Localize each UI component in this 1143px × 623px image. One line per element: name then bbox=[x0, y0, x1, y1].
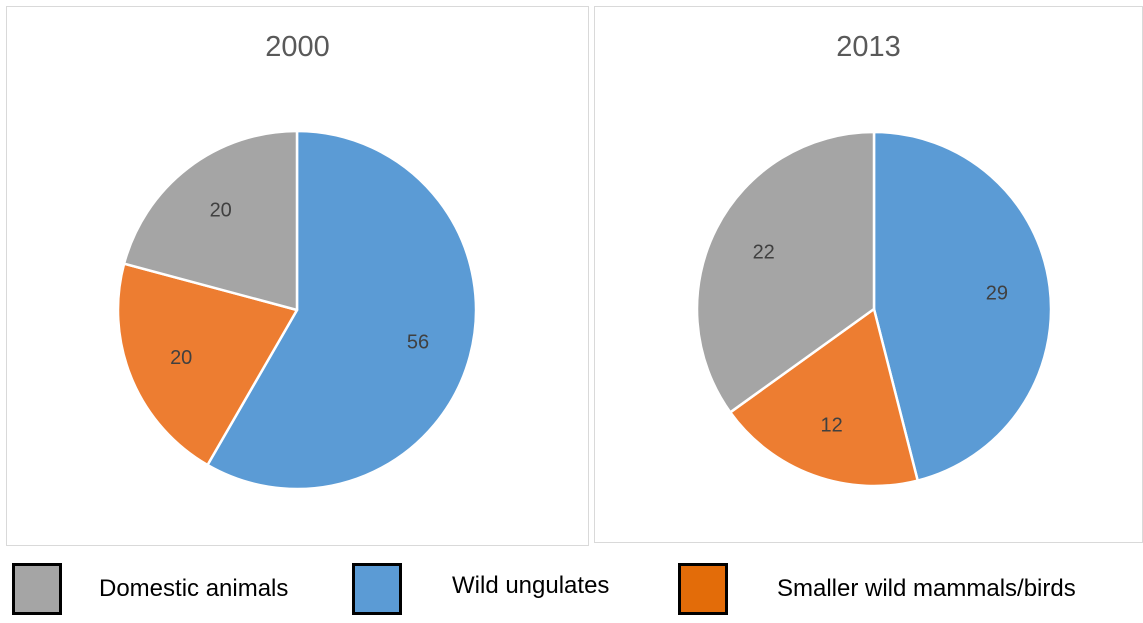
chart-panel-2013: 2013 29 12 22 bbox=[594, 6, 1143, 543]
pie-slice-smaller-wild-mammals-birds bbox=[116, 262, 299, 467]
data-label-wild-ungulates: 56 bbox=[407, 331, 429, 353]
legend-swatch-domestic-animals bbox=[12, 563, 62, 615]
pie-slice-smaller-wild-mammals-birds bbox=[729, 307, 919, 488]
pie-slice-wild-ungulates bbox=[206, 129, 478, 491]
legend: Domestic animals Wild ungulates Smaller … bbox=[0, 560, 1143, 620]
legend-swatch-wild-ungulates bbox=[352, 563, 402, 615]
legend-swatch-smaller-wild-mammals-birds bbox=[678, 563, 728, 615]
pie-chart-2013: 29 12 22 bbox=[695, 130, 1053, 488]
chart-title: 2013 bbox=[836, 31, 901, 63]
legend-label: Smaller wild mammals/birds bbox=[777, 575, 1076, 602]
legend-label: Domestic animals bbox=[99, 575, 289, 602]
data-label-wild-ungulates: 29 bbox=[986, 283, 1008, 305]
data-label-smaller-wild-mammals-birds: 12 bbox=[820, 414, 842, 436]
legend-label: Wild ungulates bbox=[452, 572, 610, 599]
data-label-domestic-animals: 20 bbox=[210, 200, 232, 222]
pie-slice-wild-ungulates bbox=[872, 130, 1053, 482]
pie-chart-2000: 56 20 20 bbox=[116, 129, 478, 491]
pie-slice-domestic-animals bbox=[122, 129, 299, 312]
pie-slice-domestic-animals bbox=[695, 130, 876, 414]
chart-title: 2000 bbox=[265, 31, 330, 63]
data-label-domestic-animals: 22 bbox=[753, 242, 775, 264]
data-label-smaller-wild-mammals-birds: 20 bbox=[170, 347, 192, 369]
chart-panel-2000: 2000 56 20 20 bbox=[6, 6, 589, 546]
